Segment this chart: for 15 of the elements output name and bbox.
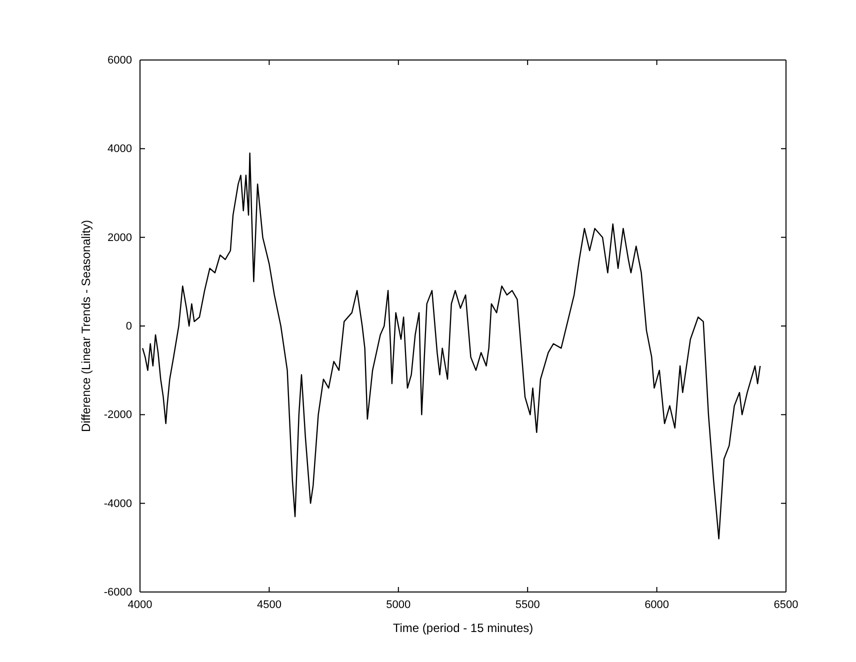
x-axis-title: Time (period - 15 minutes) xyxy=(392,621,534,635)
y-axis-title: Difference (Linear Trends - Seasonality) xyxy=(79,220,93,432)
y-tick-label: -6000 xyxy=(104,586,132,599)
y-tick-label: 4000 xyxy=(108,143,132,156)
y-tick-label: 0 xyxy=(126,320,132,333)
x-tick-label: 6000 xyxy=(644,598,670,611)
x-tick-label: 4000 xyxy=(128,598,152,611)
y-tick-label: 6000 xyxy=(108,54,132,67)
y-tick-label: 2000 xyxy=(108,232,132,244)
y-tick-label: -2000 xyxy=(104,409,132,422)
y-tick-label: -4000 xyxy=(104,498,132,510)
x-tick-label: 5000 xyxy=(386,598,411,611)
x-tick-label: 5500 xyxy=(515,598,540,611)
x-tick-label: 4500 xyxy=(256,598,282,611)
x-tick-label: 6500 xyxy=(774,598,798,611)
